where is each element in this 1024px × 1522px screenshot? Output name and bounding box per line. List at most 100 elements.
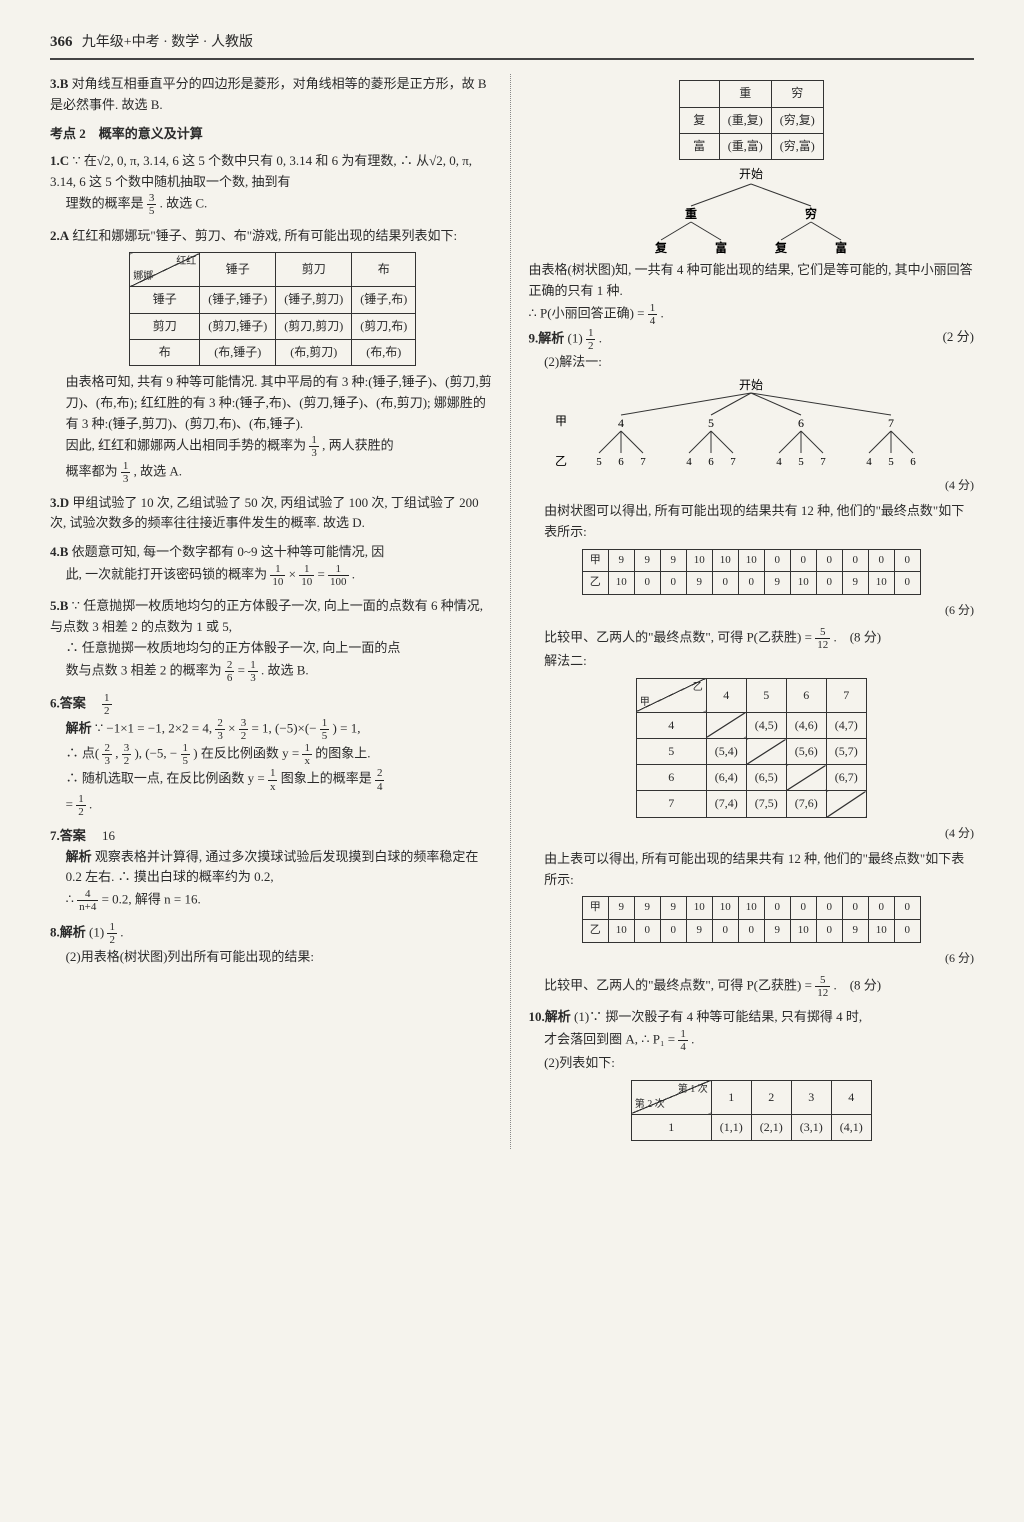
q6-num: 6.答案 bbox=[50, 695, 86, 710]
svg-text:5: 5 bbox=[889, 456, 895, 468]
r-p1: 由表格(树状图)知, 一共有 4 种可能出现的结果, 它们是等可能的, 其中小丽… bbox=[529, 260, 975, 302]
svg-text:7: 7 bbox=[821, 456, 827, 468]
q10-p2: 才会落回到圈 A, ∴ P₁ = 14 . bbox=[529, 1028, 975, 1053]
svg-text:甲: 甲 bbox=[555, 414, 567, 428]
q7-line2: ∴ 4n+4 = 0.2, 解得 n = 16. bbox=[50, 888, 496, 913]
q3d: 3.D 甲组试验了 10 次, 乙组试验了 50 次, 丙组试验了 100 次,… bbox=[50, 493, 496, 535]
svg-text:开始: 开始 bbox=[739, 378, 763, 392]
q7-ans: 16 bbox=[102, 828, 115, 843]
svg-text:4: 4 bbox=[777, 456, 783, 468]
q1-line2-pre: 理数的概率是 bbox=[66, 196, 144, 211]
q3b: 3.B 对角线互相垂直平分的四边形是菱形，对角线相等的菱形是正方形，故 B 是必… bbox=[50, 74, 496, 116]
t1-table: 重穷 复(重,复)(穷,复) 富(重,富)(穷,富) bbox=[679, 80, 824, 160]
svg-text:复: 复 bbox=[774, 240, 788, 255]
right-column: 重穷 复(重,复)(穷,复) 富(重,富)(穷,富) 开始 重 穷 复 富 复 … bbox=[529, 74, 975, 1149]
q9: 9.解析 (1) 12 . (2 分) (2)解法一: 开始 甲 乙 4 5 6… bbox=[529, 327, 975, 999]
q4-num: 4.B bbox=[50, 544, 68, 559]
q9-p4: 比较甲、乙两人的"最终点数", 可得 P(乙获胜) = 512 . (8 分) bbox=[529, 626, 975, 651]
q1-line2-post: . 故选 C. bbox=[160, 196, 208, 211]
q2-after2: 因此, 红红和娜娜两人出相同手势的概率为 13 , 两人获胜的 bbox=[50, 434, 496, 459]
q9-tbl3: 甲 999101010000000 乙 100090091009100 bbox=[582, 896, 921, 942]
q9-p7: 比较甲、乙两人的"最终点数", 可得 P(乙获胜) = 512 . (8 分) bbox=[529, 974, 975, 999]
q2-num: 2.A bbox=[50, 228, 69, 243]
left-column: 3.B 对角线互相垂直平分的四边形是菱形，对角线相等的菱形是正方形，故 B 是必… bbox=[50, 74, 511, 1149]
q10-diag: 第 1 次 第 2 次 bbox=[631, 1080, 711, 1114]
q6-ans: 12 bbox=[102, 692, 112, 717]
q2-col1: 剪刀 bbox=[276, 253, 352, 287]
q6-jx: 解析 ∵ −1×1 = −1, 2×2 = 4, 23 × 32 = 1, (−… bbox=[50, 717, 496, 742]
q10: 10.解析 (1)∵ 掷一次骰子有 4 种等可能结果, 只有掷得 4 时, 才会… bbox=[529, 1007, 975, 1141]
q9-score2: (2 分) bbox=[943, 327, 974, 352]
svg-text:乙: 乙 bbox=[555, 454, 567, 468]
q9-p5: 解法二: bbox=[529, 651, 975, 672]
q2-diag-top: 红红 bbox=[176, 254, 196, 270]
q5: 5.B ∵ 任意抛掷一枚质地均匀的正方体骰子一次, 向上一面的点数有 6 种情况… bbox=[50, 596, 496, 684]
q4-line2: 此, 一次就能打开该密码锁的概率为 110 × 110 = 1100 . bbox=[50, 563, 496, 588]
q1-line1: ∵ 在√2, 0, π, 3.14, 6 这 5 个数中只有 0, 3.14 和… bbox=[50, 153, 472, 189]
q5-num: 5.B bbox=[50, 598, 68, 613]
q5-line2: ∴ 任意抛掷一枚质地均匀的正方体骰子一次, 向上一面的点 bbox=[50, 638, 496, 659]
svg-text:6: 6 bbox=[619, 456, 625, 468]
q8-num: 8.解析 bbox=[50, 925, 86, 940]
q9-score4b: (4 分) bbox=[529, 824, 975, 843]
q8-p1: (1) bbox=[89, 925, 104, 940]
svg-text:7: 7 bbox=[888, 416, 894, 430]
q9-p2: (2)解法一: bbox=[529, 352, 975, 373]
q2-diag: 红红 娜娜 bbox=[130, 253, 200, 287]
q2-r2: 布 bbox=[130, 339, 200, 365]
svg-text:重: 重 bbox=[685, 206, 697, 221]
svg-text:4: 4 bbox=[618, 416, 624, 430]
q2-table: 红红 娜娜 锤子 剪刀 布 锤子(锤子,锤子)(锤子,剪刀)(锤子,布) 剪刀(… bbox=[129, 252, 416, 366]
q3d-num: 3.D bbox=[50, 495, 69, 510]
page-title: 九年级+中考 · 数学 · 人教版 bbox=[82, 35, 253, 50]
q7-num: 7.答案 bbox=[50, 828, 86, 843]
q2-r0: 锤子 bbox=[130, 287, 200, 313]
tree1-svg: 开始 重 穷 复 富 复 富 bbox=[601, 166, 901, 256]
svg-text:5: 5 bbox=[597, 456, 603, 468]
page-number: 366 bbox=[50, 34, 73, 50]
content-columns: 3.B 对角线互相垂直平分的四边形是菱形，对角线相等的菱形是正方形，故 B 是必… bbox=[50, 74, 974, 1149]
q7: 7.答案 16 解析 观察表格并计算得, 通过多次摸球试验后发现摸到白球的频率稳… bbox=[50, 826, 496, 914]
svg-text:7: 7 bbox=[731, 456, 737, 468]
q9-tbl1: 甲 999101010000000 乙 100090091009100 bbox=[582, 549, 921, 595]
svg-text:5: 5 bbox=[799, 456, 805, 468]
q10-num: 10.解析 bbox=[529, 1009, 571, 1024]
svg-text:富: 富 bbox=[835, 240, 847, 255]
q2-after1: 由表格可知, 共有 9 种等可能情况. 其中平局的有 3 种:(锤子,锤子)、(… bbox=[50, 372, 496, 434]
q9-tbl2: 乙 甲 4567 4(4,5)(4,6)(4,7) 5(5,4)(5,6)(5,… bbox=[636, 678, 867, 818]
q9-score4: (4 分) bbox=[529, 476, 975, 495]
q9-num: 9.解析 bbox=[529, 330, 565, 345]
q10-tbl: 第 1 次 第 2 次 1234 1(1,1)(2,1)(3,1)(4,1) bbox=[631, 1080, 872, 1141]
q4: 4.B 依题意可知, 每一个数字都有 0~9 这十种等可能情况, 因 此, 一次… bbox=[50, 542, 496, 588]
q5-line3: 数与点数 3 相差 2 的概率为 26 = 13 . 故选 B. bbox=[50, 659, 496, 684]
svg-text:富: 富 bbox=[715, 240, 727, 255]
svg-text:6: 6 bbox=[798, 416, 804, 430]
svg-text:7: 7 bbox=[641, 456, 647, 468]
q4-line1: 依题意可知, 每一个数字都有 0~9 这十种等可能情况, 因 bbox=[72, 544, 385, 559]
svg-text:5: 5 bbox=[708, 416, 714, 430]
q2-col2: 布 bbox=[352, 253, 416, 287]
q2-intro: 红红和娜娜玩"锤子、剪刀、布"游戏, 所有可能出现的结果列表如下: bbox=[72, 228, 457, 243]
q9-score6: (6 分) bbox=[529, 601, 975, 620]
q2: 2.A 红红和娜娜玩"锤子、剪刀、布"游戏, 所有可能出现的结果列表如下: 红红… bbox=[50, 226, 496, 485]
q1-line2: 理数的概率是 35 . 故选 C. bbox=[50, 192, 496, 217]
svg-text:6: 6 bbox=[911, 456, 917, 468]
page-header: 366 九年级+中考 · 数学 · 人教版 bbox=[50, 30, 974, 60]
q10-p3: (2)列表如下: bbox=[529, 1053, 975, 1074]
q6-line4: = 12 . bbox=[50, 793, 496, 818]
svg-text:4: 4 bbox=[867, 456, 873, 468]
q9-tbl2-diag: 乙 甲 bbox=[636, 678, 706, 712]
q3b-text: 对角线互相垂直平分的四边形是菱形，对角线相等的菱形是正方形，故 B 是必然事件.… bbox=[50, 76, 487, 112]
q3d-text: 甲组试验了 10 次, 乙组试验了 50 次, 丙组试验了 100 次, 丁组试… bbox=[50, 495, 479, 531]
q5-line1: ∵ 任意抛掷一枚质地均匀的正方体骰子一次, 向上一面的点数有 6 种情况, 与点… bbox=[50, 598, 483, 634]
q10-p1: (1)∵ 掷一次骰子有 4 种等可能结果, 只有掷得 4 时, bbox=[574, 1009, 862, 1024]
q3b-num: 3.B bbox=[50, 76, 68, 91]
kaodian-2: 考点 2 概率的意义及计算 bbox=[50, 124, 496, 145]
q9-tree: 开始 甲 乙 4 5 6 7 567467457456 bbox=[541, 377, 961, 472]
q6-line3: ∴ 随机选取一点, 在反比例函数 y = 1x 图象上的概率是 24 bbox=[50, 767, 496, 792]
q9-score6b: (6 分) bbox=[529, 949, 975, 968]
r-p2: ∴ P(小丽回答正确) = 14 . bbox=[529, 302, 975, 327]
q9-p3: 由树状图可以得出, 所有可能出现的结果共有 12 种, 他们的"最终点数"如下表… bbox=[529, 501, 975, 543]
tree1-root: 开始 bbox=[739, 167, 763, 181]
svg-text:复: 复 bbox=[654, 240, 668, 255]
